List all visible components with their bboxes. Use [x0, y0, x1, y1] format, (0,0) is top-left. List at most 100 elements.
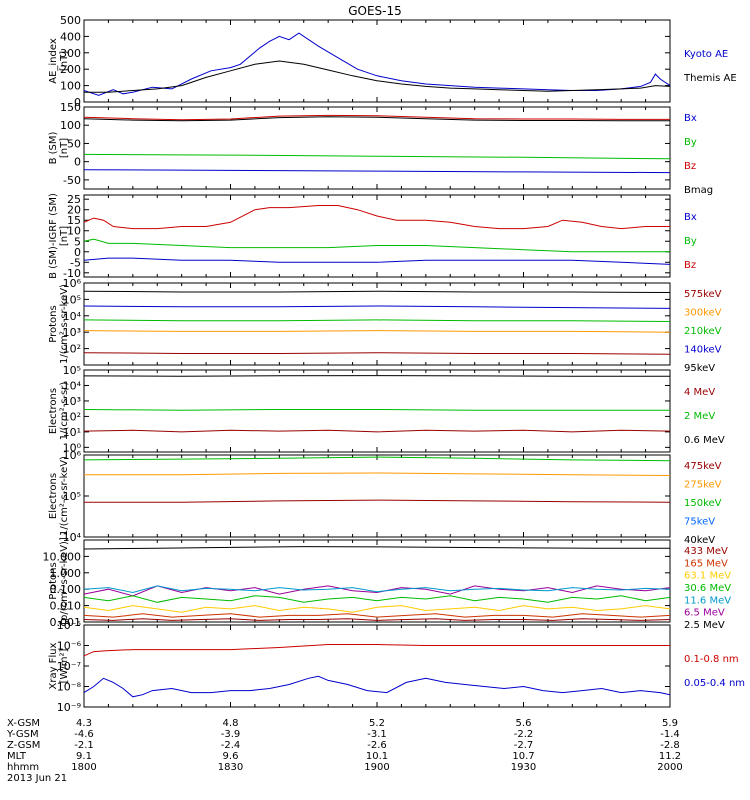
- y-axis-label: AE_index: [48, 38, 59, 84]
- series-line-210kev: [83, 319, 671, 322]
- x-tick-label: -2.1: [74, 740, 94, 751]
- chart-title: GOES-15: [348, 4, 402, 18]
- legend-entry: Bz: [684, 161, 696, 172]
- x-tick-label: 2000: [657, 762, 682, 773]
- series-line-275kev: [84, 472, 671, 476]
- x-axis-row-label: MLT: [7, 751, 27, 762]
- series-line-150kev: [83, 456, 671, 462]
- y-tick-label: 1.000: [50, 567, 82, 580]
- x-tick-label: 4.3: [76, 718, 92, 729]
- y-axis-label: Electrons: [48, 473, 59, 519]
- legend-entry: 210keV: [684, 326, 722, 337]
- x-tick-label: -2.4: [221, 740, 241, 751]
- y-tick-label: 10⁵: [63, 490, 81, 503]
- series-line-95kev: [83, 290, 671, 293]
- series-line-11-6-mev: [83, 585, 671, 594]
- legend-entry: 433 MeV: [684, 546, 728, 557]
- legend-entry: 0.05-0.4 nm: [684, 678, 745, 689]
- x-tick-label: 1900: [364, 762, 389, 773]
- series-line-bz: [83, 114, 670, 121]
- y-tick-label: 25: [67, 193, 81, 206]
- legend-entry: 4 MeV: [684, 387, 715, 398]
- legend-entry: Bx: [684, 212, 697, 223]
- legend-entry: 95keV: [684, 363, 715, 374]
- legend-entry: Bz: [684, 260, 696, 271]
- series-line-30-6-mev: [83, 595, 671, 603]
- y-tick-label: 0.001: [50, 616, 82, 629]
- y-axis-label: [p/(cm²-s-sr-keV)]: [59, 537, 70, 625]
- y-tick-label: 10⁶: [63, 277, 82, 290]
- series-line-2-mev: [83, 409, 670, 411]
- legend-entry: By: [684, 137, 697, 148]
- y-tick-label: 10³: [63, 326, 81, 339]
- y-tick-label: 10⁵: [63, 364, 81, 377]
- series-line-6-5-mev: [83, 585, 671, 597]
- x-axis-row-label: Z-GSM: [7, 740, 40, 751]
- legend-entry: 75keV: [684, 517, 715, 528]
- legend-entry: 2 MeV: [684, 411, 715, 422]
- x-tick-label: 5.2: [369, 718, 385, 729]
- y-tick-label: 400: [60, 30, 81, 43]
- series-line-bmag: [83, 116, 670, 122]
- legend-entry: 30.6 MeV: [684, 583, 731, 594]
- series-line-165-mev: [83, 613, 671, 618]
- y-axis-label: [nT]: [59, 226, 70, 246]
- series-line-by: [83, 238, 670, 253]
- panel-electrons1: 10⁰ 10¹ 10² 10³ 10⁴ 10⁵ Electrons 1/(cm²-s-sr) 4…: [48, 364, 725, 454]
- y-axis-label: [nT]: [59, 138, 70, 158]
- y-axis-label: 1/(cm²-s-sr): [59, 382, 70, 441]
- y-tick-label: 10⁵: [63, 293, 81, 306]
- x-tick-label: 1930: [511, 762, 536, 773]
- series-line-575kev: [83, 352, 671, 355]
- y-tick-label: 10⁻⁷: [57, 660, 81, 673]
- y-tick-label: 10²: [63, 343, 81, 356]
- x-tick-label: 5.6: [516, 718, 532, 729]
- x-tick-label: -2.7: [514, 740, 534, 751]
- legend-entry: 165 MeV: [684, 558, 728, 569]
- legend-entry: Bx: [684, 113, 697, 124]
- legend-entry: 575keV: [684, 289, 722, 300]
- x-tick-label: 4.8: [223, 718, 239, 729]
- series-line-63-1-mev: [83, 605, 671, 613]
- y-tick-label: 0: [74, 156, 81, 169]
- y-tick-label: 10: [67, 225, 81, 238]
- y-tick-label: 100: [60, 119, 81, 132]
- x-tick-label: -3.9: [221, 729, 241, 740]
- legend-entry: 150keV: [684, 498, 722, 509]
- y-tick-label: 0.010: [50, 600, 82, 613]
- x-tick-label: -4.6: [74, 729, 94, 740]
- x-tick-label: 11.2: [659, 751, 681, 762]
- legend-entry: 11.6 MeV: [684, 595, 731, 606]
- series-line-kyoto-ae: [83, 32, 671, 96]
- x-tick-label: -2.6: [367, 740, 387, 751]
- x-tick-label: -1.4: [660, 729, 680, 740]
- x-tick-label: 1830: [218, 762, 243, 773]
- y-tick-label: 300: [60, 47, 81, 60]
- y-tick-label: 10⁶: [63, 449, 82, 462]
- y-tick-label: 10⁻⁸: [57, 681, 82, 694]
- x-axis-row-label: Y-GSM: [6, 729, 39, 740]
- legend-entry: 275keV: [684, 480, 722, 491]
- y-axis-label: B (SM)-IGRF (SM): [48, 193, 59, 279]
- series-line-0-05-0-4-nm: [83, 675, 671, 698]
- legend-entry: 6.5 MeV: [684, 608, 725, 619]
- legend-entry: 300keV: [684, 308, 722, 319]
- y-tick-label: 20: [67, 204, 81, 217]
- y-axis-label: [W/m²]: [59, 648, 70, 683]
- panel-protons1: 10² 10³ 10⁴ 10⁵ 10⁶ Protons 1/(cm²-s-sr-keV) 57…: [48, 277, 722, 374]
- y-tick-label: 50: [67, 137, 81, 150]
- x-tick-label: 5.9: [662, 718, 678, 729]
- y-axis-label: [nT]: [59, 51, 70, 71]
- y-axis-label: 1/(cm²-s-sr-keV): [59, 456, 70, 536]
- y-tick-label: 10⁴: [63, 310, 82, 323]
- legend-entry: Bmag: [684, 185, 713, 196]
- panel-xray: 10⁻⁹ 10⁻⁸ 10⁻⁷ 10⁻⁶ 10⁻⁵ Xray Flux [W/m²] 0.1-0…: [48, 619, 745, 714]
- y-axis-label: 1/(cm²-s-sr-keV): [59, 284, 70, 364]
- x-tick-label: 10.7: [512, 751, 534, 762]
- legend-entry: 63.1 MeV: [684, 571, 731, 582]
- series-line-bz: [83, 205, 670, 230]
- y-tick-label: -10: [63, 267, 81, 280]
